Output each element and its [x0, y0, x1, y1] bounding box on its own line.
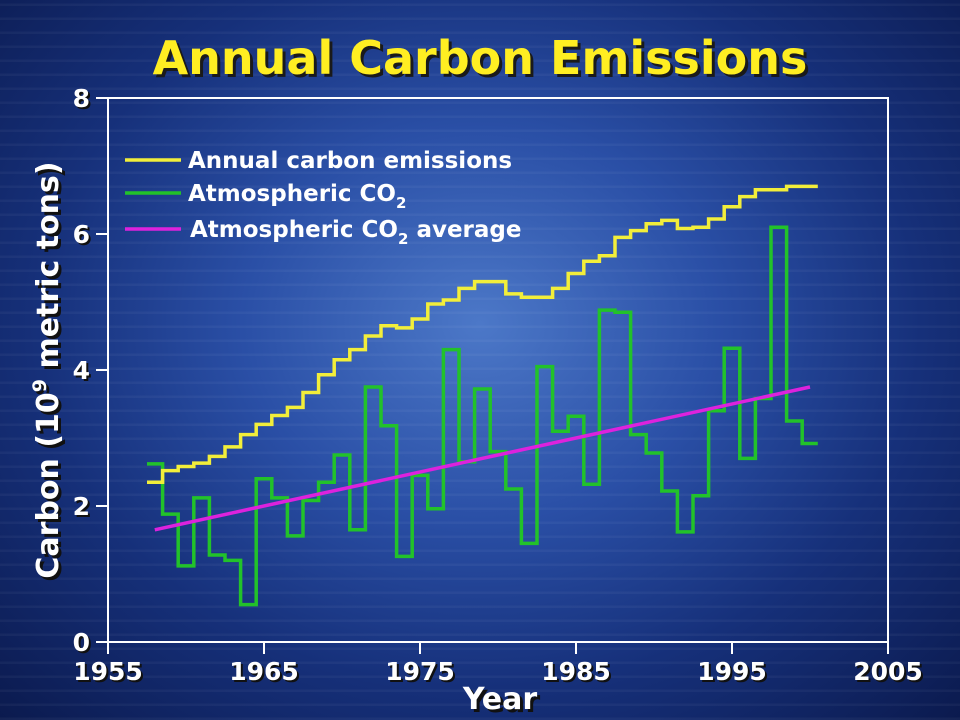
x-tick-label: 2005 — [853, 657, 923, 686]
x-axis-label-shadow: Year — [465, 685, 541, 720]
y-tick-label: 6 — [73, 220, 90, 249]
series-line-emissions — [147, 184, 818, 484]
series-line-co2 — [147, 225, 818, 607]
x-tick-label: 1995 — [697, 657, 767, 686]
x-axis-label: Year — [462, 682, 538, 717]
chart-title-shadow: Annual Carbon Emissions — [156, 34, 811, 88]
x-tick-label-shadow: 1955 — [75, 659, 145, 688]
y-tick-label: 8 — [73, 84, 90, 113]
y-tick-label-shadow: 4 — [75, 358, 92, 387]
legend-label-co2_avg: Atmospheric CO2 average — [190, 217, 521, 248]
legend: Annual carbon emissions Atmospheric CO2 At… — [125, 148, 521, 248]
legend-label-emissions: Annual carbon emissions — [188, 148, 512, 174]
y-tick-label-shadow: 6 — [75, 222, 92, 251]
series-layer — [147, 184, 818, 607]
chart-title: Annual Carbon Emissions — [153, 31, 808, 85]
y-tick-label: 0 — [73, 628, 90, 657]
x-tick-label: 1965 — [229, 657, 299, 686]
y-tick-label: 2 — [73, 492, 90, 521]
x-tick-label: 1985 — [541, 657, 611, 686]
y-axis-label-shadow: Carbon (109 metric tons) — [32, 164, 69, 581]
y-tick-label: 4 — [73, 356, 90, 385]
x-tick-label-shadow: 1975 — [387, 659, 457, 688]
series-line-co2_avg — [154, 385, 811, 532]
y-tick-label-shadow: 0 — [75, 630, 92, 659]
y-tick-label-shadow: 2 — [75, 494, 92, 523]
x-tick-label-shadow: 1965 — [231, 659, 301, 688]
y-axis-label: Carbon (109 metric tons) — [29, 161, 66, 578]
x-tick-label: 1975 — [385, 657, 455, 686]
x-tick-label-shadow: 2005 — [855, 659, 925, 688]
y-tick-label-shadow: 8 — [75, 86, 92, 115]
legend-label-co2: Atmospheric CO2 — [188, 181, 406, 212]
x-tick-label-shadow: 1995 — [699, 659, 769, 688]
x-tick-label: 1955 — [73, 657, 143, 686]
x-tick-label-shadow: 1985 — [543, 659, 613, 688]
